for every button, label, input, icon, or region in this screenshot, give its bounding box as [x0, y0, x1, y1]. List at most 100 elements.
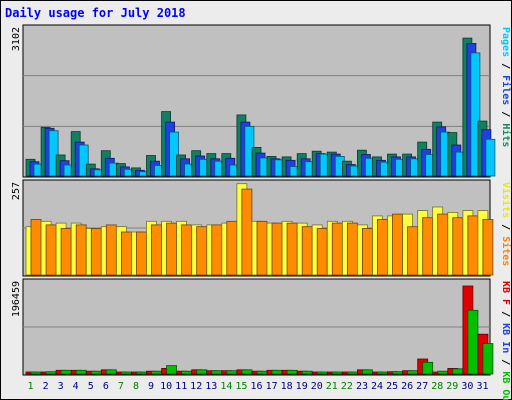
- x-tick-label-day-28: 28: [431, 381, 443, 392]
- x-tick-label-day-10: 10: [160, 381, 172, 392]
- bar-top-pages-day-2: [48, 130, 59, 177]
- bar-top-pages-day-31: [485, 138, 496, 177]
- bar-bottom-kb-out-day-16: [256, 370, 268, 375]
- bar-middle-sites-day-18: [286, 222, 298, 276]
- bar-bottom-kb-out-day-31: [482, 343, 494, 375]
- x-tick-label-day-21: 21: [326, 381, 338, 392]
- bar-bottom-kb-out-day-6: [105, 369, 117, 375]
- bar-middle-sites-day-25: [392, 213, 403, 276]
- x-tick-label-day-18: 18: [281, 381, 293, 392]
- x-tick-label-day-12: 12: [190, 381, 202, 392]
- y-max-label-middle: 257: [11, 182, 22, 200]
- x-tick-label-day-7: 7: [118, 381, 124, 392]
- bar-middle-sites-day-1: [30, 219, 42, 276]
- legend-entry-files: Files: [500, 75, 512, 105]
- x-tick-label-day-16: 16: [250, 381, 262, 392]
- bar-middle-sites-day-28: [437, 213, 449, 276]
- bar-bottom-kb-out-day-13: [211, 370, 223, 375]
- bar-middle-sites-day-23: [361, 228, 373, 276]
- x-tick-label-day-6: 6: [103, 381, 109, 392]
- x-tick-label-day-23: 23: [356, 381, 368, 392]
- x-tick-label-day-30: 30: [461, 381, 473, 392]
- x-tick-label-day-25: 25: [386, 381, 398, 392]
- legend-separator: /: [500, 305, 511, 323]
- bar-middle-sites-day-19: [301, 226, 313, 276]
- legend-entry-hits: Hits: [500, 123, 512, 147]
- legend-separator: /: [500, 353, 511, 371]
- x-tick-label-day-2: 2: [43, 381, 49, 392]
- bar-middle-sites-day-27: [422, 217, 434, 276]
- bar-bottom-kb-out-day-29: [452, 368, 464, 375]
- bar-top-pages-day-10: [169, 131, 180, 177]
- bar-top-pages-day-30: [470, 52, 481, 177]
- bar-middle-sites-day-9: [151, 224, 162, 276]
- bar-middle-sites-day-15: [241, 188, 253, 276]
- bar-middle-sites-day-13: [211, 224, 223, 276]
- bar-bottom-kb-out-day-2: [45, 371, 57, 375]
- bar-bottom-kb-out-day-8: [136, 371, 147, 375]
- bar-bottom-kb-out-day-28: [437, 370, 449, 375]
- bar-bottom-kb-out-day-17: [271, 369, 283, 375]
- bar-bottom-kb-out-day-24: [377, 371, 388, 375]
- bar-middle-sites-day-24: [377, 219, 388, 276]
- bar-bottom-kb-out-day-20: [316, 371, 328, 375]
- bar-middle-sites-day-30: [467, 215, 479, 276]
- x-tick-label-day-31: 31: [476, 381, 488, 392]
- legend-separator: /: [500, 105, 511, 123]
- y-max-label-bottom: 196459: [11, 281, 22, 317]
- legend-middle: Visits / Sites: [500, 182, 512, 266]
- x-tick-label-day-20: 20: [311, 381, 323, 392]
- legend-entry-pages: Pages: [500, 27, 511, 57]
- legend-entry-kb-out: KB Out: [500, 371, 511, 400]
- bar-bottom-kb-out-day-3: [60, 369, 72, 375]
- bar-bottom-kb-out-day-5: [90, 370, 102, 375]
- bar-middle-sites-day-6: [105, 224, 117, 276]
- legend-entry-kb-f: KB F: [500, 281, 511, 305]
- legend-entry-kb-in: KB In: [500, 323, 511, 353]
- legend-entry-sites: Sites: [500, 236, 512, 266]
- bar-middle-sites-day-3: [60, 228, 72, 276]
- x-tick-label-day-13: 13: [205, 381, 217, 392]
- bar-bottom-kb-out-day-30: [467, 309, 479, 375]
- x-tick-label-day-22: 22: [341, 381, 353, 392]
- bar-bottom-kb-out-day-22: [346, 371, 358, 375]
- bar-middle-sites-day-12: [196, 226, 208, 276]
- bar-bottom-kb-out-day-10: [166, 365, 178, 375]
- bar-middle-sites-day-16: [256, 220, 268, 276]
- bar-bottom-kb-out-day-27: [422, 361, 434, 375]
- bar-bottom-kb-out-day-23: [361, 369, 373, 375]
- x-tick-label-day-1: 1: [27, 381, 33, 392]
- legend-bottom: KB F / KB In / KB Out: [500, 281, 511, 400]
- bar-middle-sites-day-20: [316, 228, 328, 276]
- bar-middle-sites-day-29: [452, 217, 464, 276]
- x-tick-label-day-8: 8: [133, 381, 139, 392]
- x-tick-label-day-24: 24: [371, 381, 383, 392]
- bar-middle-sites-day-4: [75, 224, 87, 276]
- bar-middle-sites-day-2: [45, 224, 57, 276]
- bar-bottom-kb-out-day-1: [30, 371, 42, 375]
- bar-middle-sites-day-5: [90, 228, 102, 276]
- bar-bottom-kb-out-day-9: [151, 370, 162, 375]
- x-tick-label-day-14: 14: [220, 381, 232, 392]
- bar-bottom-kb-out-day-14: [226, 370, 238, 375]
- x-tick-label-day-4: 4: [73, 381, 79, 392]
- x-tick-label-day-3: 3: [58, 381, 64, 392]
- bar-middle-sites-day-7: [121, 231, 132, 276]
- x-tick-label-day-17: 17: [266, 381, 278, 392]
- bar-bottom-kb-out-day-19: [301, 370, 313, 375]
- bar-middle-sites-day-31: [482, 219, 494, 276]
- bar-middle-sites-day-11: [181, 224, 193, 276]
- x-tick-label-day-29: 29: [446, 381, 458, 392]
- bar-middle-sites-day-17: [271, 222, 283, 276]
- bar-bottom-kb-out-day-4: [75, 369, 87, 375]
- bar-bottom-kb-out-day-21: [331, 371, 343, 375]
- bar-middle-sites-day-22: [346, 222, 358, 276]
- bar-bottom-kb-out-day-15: [241, 369, 253, 375]
- x-tick-label-day-27: 27: [416, 381, 428, 392]
- x-tick-label-day-9: 9: [148, 381, 154, 392]
- x-tick-label-day-19: 19: [296, 381, 308, 392]
- bar-middle-sites-day-26: [407, 226, 419, 276]
- x-tick-label-day-5: 5: [88, 381, 94, 392]
- legend-entry-visits: Visits: [500, 182, 512, 218]
